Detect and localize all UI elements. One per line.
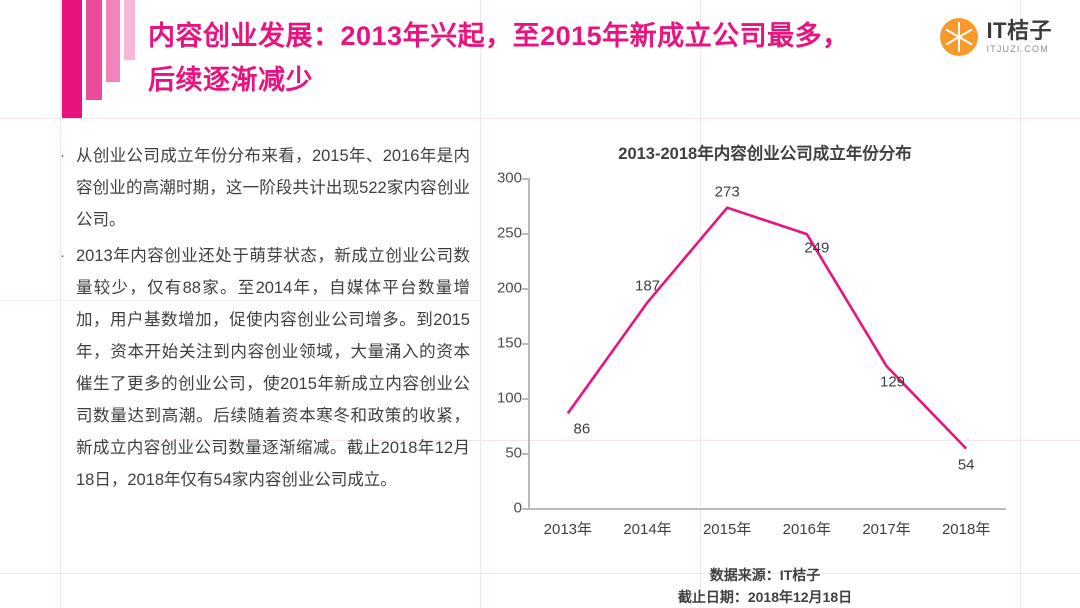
y-tick-label: 300: [496, 169, 522, 187]
data-point-label: 54: [957, 456, 975, 474]
chart-title: 2013-2018年内容创业公司成立年份分布: [618, 145, 912, 163]
y-tick: [522, 398, 528, 400]
data-point-label: 86: [573, 420, 591, 438]
page-title: 内容创业发展：2013年兴起，至2015年新成立公司最多，后续逐渐减少: [148, 21, 850, 95]
y-tick-label: 150: [496, 334, 522, 352]
data-point-label: 273: [714, 183, 740, 201]
x-tick-label: 2013年: [543, 521, 593, 538]
x-tick-label: 2016年: [782, 521, 832, 538]
bullet-text: 2013年内容创业还处于萌芽状态，新成立创业公司数量较少，仅有88家。至2014…: [76, 247, 470, 489]
x-axis-labels: 2013年 2014年 2015年 2016年 2017年 2018年: [528, 516, 1006, 546]
bullet-marker: ·: [60, 147, 65, 164]
slide-header: 内容创业发展：2013年兴起，至2015年新成立公司最多，后续逐渐减少 IT桔子…: [0, 0, 1080, 118]
bullet-text: 从创业公司成立年份分布来看，2015年、2016年是内容创业的高潮时期，这一阶段…: [76, 147, 470, 229]
source-line-1: 数据来源：IT桔子: [709, 567, 821, 583]
y-tick: [522, 453, 528, 455]
data-point-label: 129: [879, 373, 906, 391]
list-item: · 2013年内容创业还处于萌芽状态，新成立创业公司数量较少，仅有88家。至20…: [60, 240, 470, 496]
y-axis-line: [528, 178, 530, 508]
y-axis-labels: 0 50 100 150 200 250 300: [480, 170, 526, 517]
y-tick-label: 100: [496, 389, 522, 407]
x-tick-label: 2017年: [862, 521, 911, 538]
orange-logo-icon: [940, 18, 979, 56]
y-tick: [522, 508, 528, 510]
bullet-list: · 从创业公司成立年份分布来看，2015年、2016年是内容创业的高潮时期，这一…: [60, 140, 470, 500]
y-tick: [522, 178, 528, 180]
data-point-label: 249: [804, 239, 830, 257]
y-tick: [522, 343, 528, 345]
logo-subtitle: ITJUZI.COM: [986, 44, 1049, 54]
y-tick-label: 200: [496, 279, 522, 297]
line-series: [566, 206, 968, 450]
chart: 2013-2018年内容创业公司成立年份分布 0 50 100 150 200 250 30…: [480, 132, 1050, 605]
logo-name: IT桔子: [986, 18, 1052, 43]
y-tick-label: 50: [505, 444, 522, 462]
y-tick-label: 0: [513, 499, 522, 517]
x-tick-label: 2014年: [623, 521, 672, 538]
logo: IT桔子 ITJUZI.COM: [940, 18, 1052, 56]
x-tick-label: 2018年: [941, 521, 991, 538]
y-tick-label: 250: [496, 224, 522, 242]
data-point-label: 187: [634, 277, 661, 295]
plot-area: 0 50 100 150 200 250 300 86 187 273 249 129 54 2013…: [480, 170, 1050, 538]
source-line-2: 截止日期：2018年12月18日: [677, 589, 853, 605]
bullet-marker: ·: [60, 247, 65, 264]
y-tick: [522, 233, 528, 235]
y-tick: [522, 288, 528, 290]
x-tick-label: 2015年: [702, 521, 752, 538]
x-axis-line: [528, 508, 1006, 510]
list-item: · 从创业公司成立年份分布来看，2015年、2016年是内容创业的高潮时期，这一…: [60, 140, 470, 236]
chart-source: 数据来源：IT桔子 截止日期：2018年12月18日: [480, 564, 1050, 608]
